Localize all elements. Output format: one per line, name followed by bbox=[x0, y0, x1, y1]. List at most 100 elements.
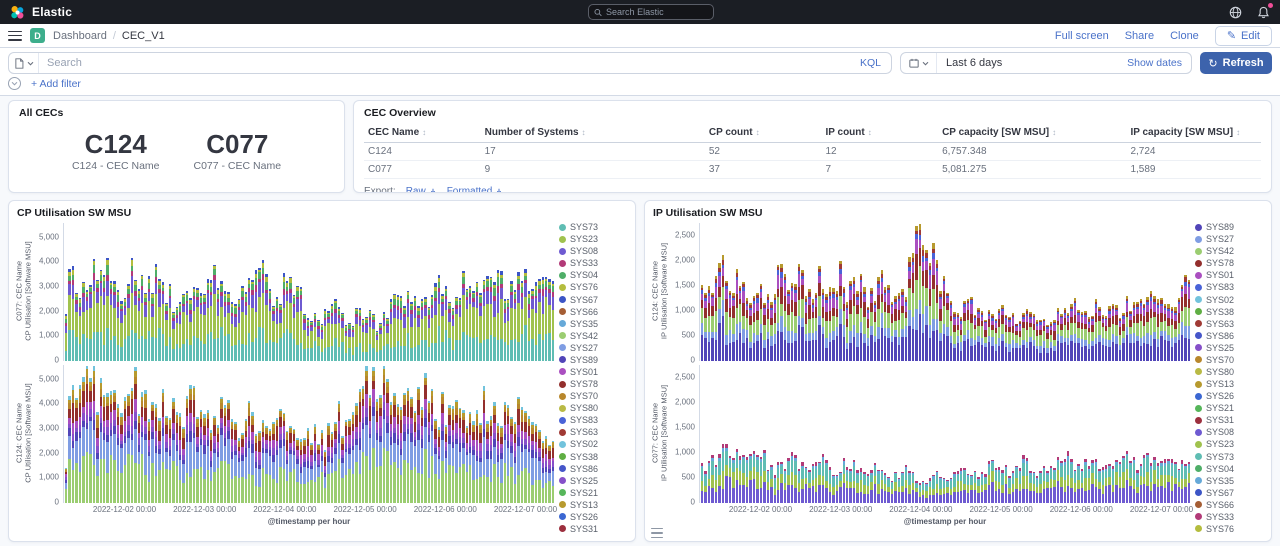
menu-hamburger-icon[interactable] bbox=[8, 31, 22, 41]
legend-item-sys86[interactable]: SYS86 bbox=[1195, 330, 1265, 342]
table-column-header[interactable]: IP capacity [SW MSU]↕ bbox=[1126, 125, 1261, 143]
bar-segment bbox=[210, 306, 212, 332]
table-column-header[interactable]: CEC Name↕ bbox=[364, 125, 481, 143]
legend-item-sys38[interactable]: SYS38 bbox=[559, 450, 629, 462]
bar-stack bbox=[760, 457, 762, 503]
legend-item-sys01[interactable]: SYS01 bbox=[559, 366, 629, 378]
elastic-logo[interactable]: Elastic bbox=[10, 5, 72, 20]
bar-stack bbox=[812, 464, 814, 503]
legend-item-sys63[interactable]: SYS63 bbox=[1195, 318, 1265, 330]
bar-stack bbox=[925, 250, 927, 361]
legend-item-sys73[interactable]: SYS73 bbox=[559, 221, 629, 233]
legend-item-sys04[interactable]: SYS04 bbox=[559, 269, 629, 281]
export-formatted-link[interactable]: Formatted bbox=[447, 186, 504, 193]
bar-segment bbox=[995, 481, 997, 490]
edit-button[interactable]: ✎ Edit bbox=[1215, 26, 1272, 46]
time-range-value[interactable]: Last 6 days bbox=[937, 57, 1002, 69]
share-button[interactable]: Share bbox=[1125, 30, 1154, 42]
legend-item-sys35[interactable]: SYS35 bbox=[559, 318, 629, 330]
legend-item-sys80[interactable]: SYS80 bbox=[1195, 366, 1265, 378]
legend-item-sys08[interactable]: SYS08 bbox=[1195, 426, 1265, 438]
legend-item-sys86[interactable]: SYS86 bbox=[559, 463, 629, 475]
table-column-header[interactable]: IP count↕ bbox=[821, 125, 938, 143]
legend-item-sys25[interactable]: SYS25 bbox=[559, 475, 629, 487]
legend-item-sys67[interactable]: SYS67 bbox=[1195, 487, 1265, 499]
dashboard-badge-icon[interactable]: D bbox=[30, 28, 45, 43]
bar-segment bbox=[82, 312, 84, 335]
legend-item-sys21[interactable]: SYS21 bbox=[1195, 402, 1265, 414]
legend-item-sys70[interactable]: SYS70 bbox=[1195, 354, 1265, 366]
legend-item-sys76[interactable]: SYS76 bbox=[559, 281, 629, 293]
bar-stack bbox=[338, 307, 340, 361]
legend-item-sys38[interactable]: SYS38 bbox=[1195, 306, 1265, 318]
breadcrumb-section[interactable]: Dashboard bbox=[53, 30, 107, 42]
legend-item-sys78[interactable]: SYS78 bbox=[1195, 257, 1265, 269]
legend-item-sys31[interactable]: SYS31 bbox=[1195, 414, 1265, 426]
alerts-bell-icon[interactable] bbox=[1256, 5, 1270, 19]
legend-item-sys78[interactable]: SYS78 bbox=[559, 378, 629, 390]
full-screen-button[interactable]: Full screen bbox=[1055, 30, 1109, 42]
legend-item-sys23[interactable]: SYS23 bbox=[1195, 438, 1265, 450]
legend-item-sys73[interactable]: SYS73 bbox=[1195, 450, 1265, 462]
legend-item-sys08[interactable]: SYS08 bbox=[559, 245, 629, 257]
legend-item-sys31[interactable]: SYS31 bbox=[559, 523, 629, 535]
table-column-header[interactable]: Number of Systems↕ bbox=[481, 125, 705, 143]
legend-item-sys26[interactable]: SYS26 bbox=[559, 511, 629, 523]
help-icon[interactable] bbox=[1228, 5, 1242, 19]
legend-item-sys83[interactable]: SYS83 bbox=[559, 414, 629, 426]
legend-item-sys23[interactable]: SYS23 bbox=[559, 233, 629, 245]
legend-item-sys13[interactable]: SYS13 bbox=[1195, 378, 1265, 390]
legend-item-sys63[interactable]: SYS63 bbox=[559, 426, 629, 438]
legend-item-sys89[interactable]: SYS89 bbox=[559, 354, 629, 366]
legend-item-sys01[interactable]: SYS01 bbox=[1195, 269, 1265, 281]
search-query-input[interactable] bbox=[39, 57, 850, 69]
legend-item-sys33[interactable]: SYS33 bbox=[1195, 511, 1265, 523]
legend-item-sys35[interactable]: SYS35 bbox=[1195, 475, 1265, 487]
calendar-menu-button[interactable] bbox=[901, 53, 937, 73]
query-language-button[interactable]: KQL bbox=[850, 57, 891, 69]
export-raw-link[interactable]: Raw bbox=[406, 186, 437, 193]
bar-stack bbox=[355, 308, 357, 361]
show-dates-button[interactable]: Show dates bbox=[1127, 57, 1191, 69]
legend-item-sys70[interactable]: SYS70 bbox=[559, 390, 629, 402]
legend-item-sys26[interactable]: SYS26 bbox=[1195, 390, 1265, 402]
bar-segment bbox=[881, 473, 883, 480]
legend-item-sys25[interactable]: SYS25 bbox=[1195, 342, 1265, 354]
filter-menu-icon[interactable] bbox=[8, 77, 21, 90]
bar-segment bbox=[805, 484, 807, 503]
global-search-input[interactable] bbox=[606, 7, 708, 17]
legend-item-sys13[interactable]: SYS13 bbox=[559, 499, 629, 511]
legend-toggle-icon[interactable] bbox=[651, 528, 663, 538]
saved-query-menu-button[interactable] bbox=[9, 53, 39, 73]
legend-item-sys67[interactable]: SYS67 bbox=[559, 293, 629, 305]
bar-segment bbox=[763, 340, 765, 348]
legend-item-sys83[interactable]: SYS83 bbox=[1195, 281, 1265, 293]
legend-item-sys66[interactable]: SYS66 bbox=[1195, 499, 1265, 511]
clone-button[interactable]: Clone bbox=[1170, 30, 1199, 42]
add-filter-button[interactable]: + Add filter bbox=[31, 78, 81, 90]
legend-item-sys42[interactable]: SYS42 bbox=[1195, 245, 1265, 257]
legend-item-sys42[interactable]: SYS42 bbox=[559, 330, 629, 342]
legend-item-sys21[interactable]: SYS21 bbox=[559, 487, 629, 499]
table-column-header[interactable]: CP count↕ bbox=[705, 125, 822, 143]
legend-item-sys02[interactable]: SYS02 bbox=[559, 438, 629, 450]
bar-segment bbox=[300, 343, 302, 361]
legend-item-sys66[interactable]: SYS66 bbox=[559, 306, 629, 318]
bar-stack bbox=[327, 311, 329, 361]
bar-segment bbox=[749, 348, 751, 361]
bar-stack bbox=[428, 401, 430, 503]
legend-item-sys04[interactable]: SYS04 bbox=[1195, 463, 1265, 475]
bar-segment bbox=[1181, 335, 1183, 361]
global-search[interactable] bbox=[588, 4, 714, 20]
table-column-header[interactable]: CP capacity [SW MSU]↕ bbox=[938, 125, 1126, 143]
legend-item-sys89[interactable]: SYS89 bbox=[1195, 221, 1265, 233]
legend-item-sys27[interactable]: SYS27 bbox=[1195, 233, 1265, 245]
legend-item-sys02[interactable]: SYS02 bbox=[1195, 293, 1265, 305]
bar-segment bbox=[1122, 324, 1124, 331]
legend-item-sys76[interactable]: SYS76 bbox=[1195, 523, 1265, 535]
bar-stack bbox=[1122, 313, 1124, 361]
legend-item-sys27[interactable]: SYS27 bbox=[559, 342, 629, 354]
refresh-button[interactable]: ↻ Refresh bbox=[1200, 52, 1272, 74]
legend-item-sys33[interactable]: SYS33 bbox=[559, 257, 629, 269]
legend-item-sys80[interactable]: SYS80 bbox=[559, 402, 629, 414]
